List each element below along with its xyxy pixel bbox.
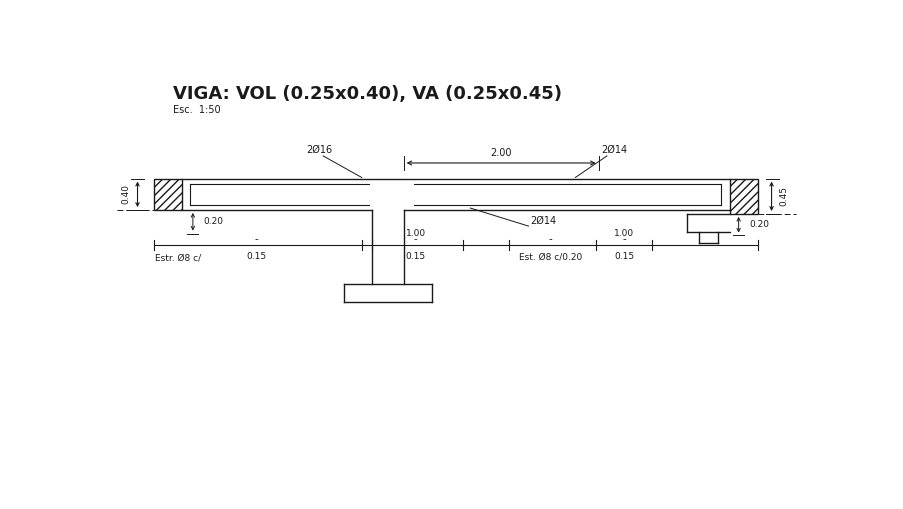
Text: -: -: [622, 234, 626, 244]
Text: 1.00: 1.00: [614, 229, 634, 238]
Text: 1.00: 1.00: [405, 229, 425, 238]
Text: Est. Ø8 c/0.20: Est. Ø8 c/0.20: [518, 252, 582, 261]
Text: 2Ø14: 2Ø14: [600, 145, 627, 155]
Text: -: -: [414, 234, 417, 244]
Text: 0.15: 0.15: [405, 252, 425, 261]
Bar: [729, 179, 757, 214]
Text: 2.00: 2.00: [489, 148, 511, 158]
Text: 0.20: 0.20: [749, 220, 768, 229]
Text: -: -: [548, 234, 552, 244]
Text: 0.20: 0.20: [203, 217, 223, 227]
Text: 2Ø14: 2Ø14: [529, 216, 555, 225]
Text: 0.45: 0.45: [778, 186, 787, 206]
Text: 0.40: 0.40: [121, 184, 130, 204]
Bar: [154, 179, 182, 210]
Bar: [729, 179, 757, 214]
Bar: [154, 179, 182, 210]
Text: Esc.  1:50: Esc. 1:50: [172, 105, 220, 115]
Text: VIGA: VOL (0.25x0.40), VA (0.25x0.45): VIGA: VOL (0.25x0.40), VA (0.25x0.45): [172, 86, 561, 103]
Text: 0.15: 0.15: [614, 252, 634, 261]
Text: Estr. Ø8 c/: Estr. Ø8 c/: [155, 253, 201, 262]
Text: -: -: [255, 234, 258, 244]
Text: 2Ø16: 2Ø16: [306, 145, 332, 155]
Text: 0.15: 0.15: [247, 252, 266, 261]
